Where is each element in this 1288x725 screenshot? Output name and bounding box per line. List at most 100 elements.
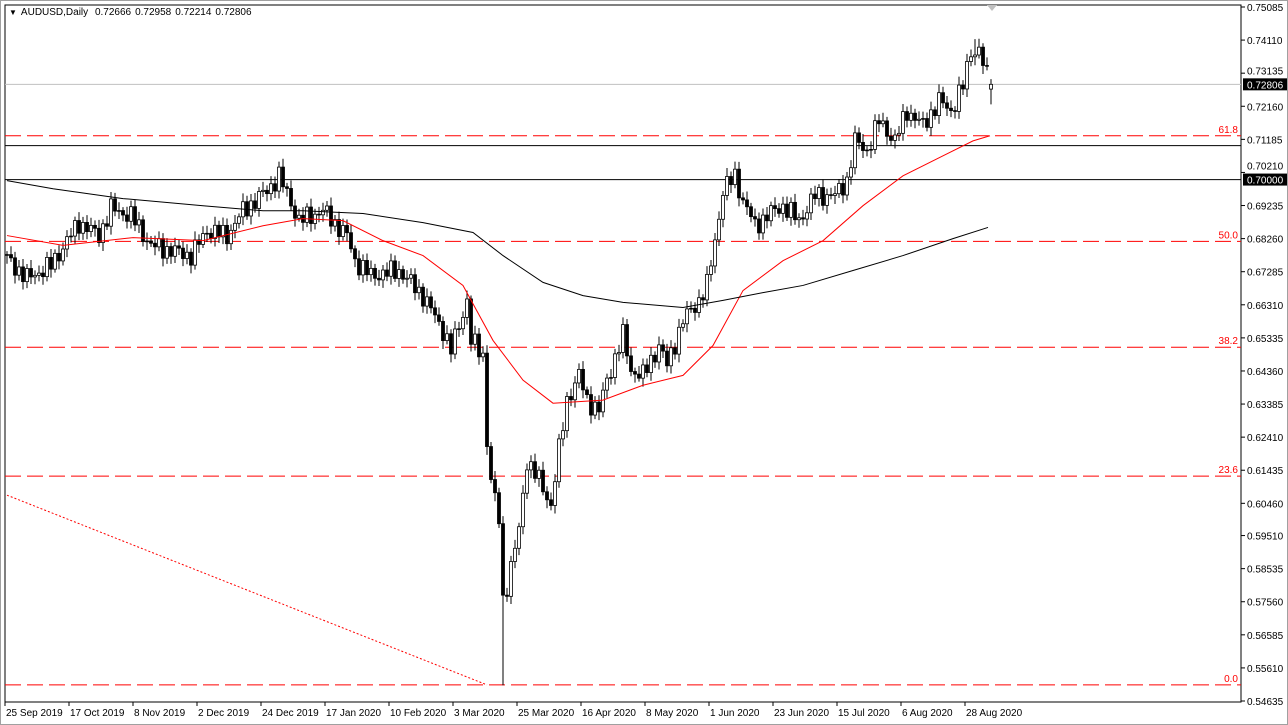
fibonacci-level-label: 23.6 [1219,465,1239,476]
candle [941,86,945,109]
candle-body [209,232,213,239]
candle [881,112,885,128]
candle-body [545,491,549,501]
candle [597,395,601,421]
candle-body [137,219,141,226]
candle-body [817,187,821,200]
candle [85,215,89,240]
candle-body [657,344,661,363]
candle-body [949,107,953,112]
candle [589,386,593,424]
candle-body [953,110,957,112]
candle-body [909,112,913,121]
candle-body [233,222,237,231]
candle-body [181,247,185,259]
candle [669,340,673,374]
candle-body [193,239,197,266]
x-axis-tick-label: 2 Dec 2019 [198,708,250,719]
candle [365,253,369,282]
y-axis-tick-label: 0.61435 [1247,466,1284,477]
candle [29,260,33,284]
candle [493,471,497,502]
candle-body [929,109,933,128]
candle [145,232,149,250]
candle-body [589,394,593,416]
candle [965,53,969,98]
candle [957,76,961,119]
y-axis-tick-label: 0.58535 [1247,565,1284,576]
candle [961,80,965,95]
candle-body [625,324,629,357]
candle [525,463,529,499]
candle [441,316,445,350]
candle-body [493,479,497,494]
candle-body [413,274,417,294]
candle-body [269,183,273,195]
y-axis-tick-label: 0.70210 [1247,162,1284,173]
candle-body [709,265,713,275]
candle [681,319,685,332]
candle-body [901,111,905,134]
candle [417,279,421,300]
candle-body [57,252,61,262]
candle-body [61,248,65,262]
candle-body [337,219,341,237]
candle-body [693,307,697,313]
candle [813,185,817,205]
candle [817,184,821,207]
candle [93,220,97,237]
candle [861,134,865,159]
candle [829,187,833,200]
candle-body [561,430,565,440]
candle-body [573,382,577,401]
candle [437,307,441,326]
candle [281,158,285,193]
candle [53,249,57,273]
candle [641,358,645,387]
candle [49,248,53,278]
candle-body [985,65,989,67]
candle-body [645,364,649,373]
candle [897,126,901,142]
candle [401,265,405,284]
candle [953,106,957,119]
candle [393,255,397,283]
candle [261,181,265,197]
candle [333,215,337,232]
candle [97,219,101,247]
candle-body [365,260,369,276]
candle-body [797,217,801,221]
candle [705,266,709,307]
candle [921,111,925,128]
candle-body [477,333,481,358]
candle-body [29,268,33,278]
candle-body [669,347,673,367]
candle-body [385,269,389,277]
candle [729,171,733,194]
candle-body [661,344,665,352]
y-axis-tick-label: 0.55610 [1247,664,1284,675]
y-axis-tick-label: 0.69235 [1247,202,1284,213]
candle [985,57,989,71]
candle-body [53,252,57,270]
candle [149,235,153,247]
candle-body [825,194,829,206]
candle [21,259,25,290]
candle-body [665,350,669,367]
candle-body [469,298,473,345]
candle-body [937,92,941,116]
candle-body [341,225,345,237]
candle-body [113,198,117,212]
candle-body [145,240,149,243]
triangle-down-icon[interactable]: ▼ [9,8,17,17]
candle [709,259,713,282]
candle [577,363,581,389]
candle-body [45,257,49,278]
y-axis-tick-label: 0.66310 [1247,301,1284,312]
candle-body [421,286,425,307]
candle [129,200,133,229]
candle [293,199,297,227]
candle-body [945,102,949,109]
